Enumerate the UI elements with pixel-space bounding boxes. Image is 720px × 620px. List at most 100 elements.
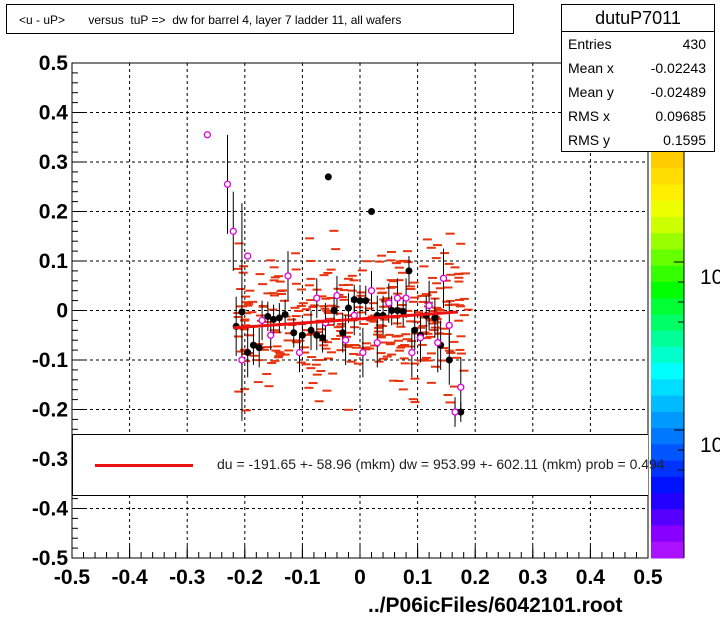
histogram-cell [322, 341, 332, 344]
histogram-cell [269, 329, 279, 332]
y-tick-label: 0.2 [39, 201, 68, 224]
histogram-cell [300, 351, 310, 354]
histogram-cell [427, 319, 437, 322]
histogram-cell [442, 333, 452, 336]
histogram-cell [420, 331, 430, 334]
histogram-cell [454, 280, 464, 283]
histogram-cell [400, 343, 410, 346]
histogram-cell [339, 298, 349, 301]
histogram-cell [336, 349, 346, 352]
y-tick-label: -0.2 [32, 399, 68, 422]
histogram-cell [269, 279, 279, 282]
profile-point [290, 329, 298, 337]
histogram-cell [320, 307, 330, 310]
histogram-cell [369, 302, 379, 305]
histogram-cell [263, 292, 273, 295]
histogram-cell [284, 332, 294, 335]
histogram-cell [233, 312, 243, 315]
histogram-cell [396, 346, 406, 349]
histogram-cell [347, 274, 357, 277]
histogram-cell [267, 362, 277, 365]
histogram-cell [233, 315, 243, 318]
histogram-cell [419, 265, 429, 268]
histogram-cell [308, 305, 318, 308]
histogram-cell [402, 338, 412, 341]
histogram-cell [403, 309, 413, 312]
profile-point-open [284, 272, 292, 280]
profile-point-open [434, 339, 442, 347]
profile-point [399, 307, 407, 315]
histogram-cell [423, 332, 433, 335]
histogram-cell [459, 369, 469, 372]
histogram-cell [394, 334, 404, 337]
profile-point-open [451, 408, 459, 416]
histogram-cell [385, 343, 395, 346]
x-tick-label: -0.3 [169, 566, 205, 589]
profile-point [298, 331, 306, 339]
histogram-cell [428, 322, 438, 325]
histogram-cell [240, 388, 250, 391]
histogram-cell [268, 292, 278, 295]
histogram-cell [370, 344, 380, 347]
fit-legend: du = -191.65 +- 58.96 (mkm) dw = 953.99 … [72, 434, 665, 496]
histogram-cell [378, 341, 388, 344]
profile-point [255, 344, 263, 352]
histogram-cell [306, 367, 316, 370]
x-tick-label: 0 [354, 566, 366, 589]
histogram-cell [245, 334, 255, 337]
histogram-cell [336, 334, 346, 337]
histogram-cell [439, 327, 449, 330]
histogram-cell [306, 259, 316, 262]
footer-filename: ../P06icFiles/6042101.root [368, 594, 623, 617]
histogram-cell [361, 342, 371, 345]
histogram-cell [253, 381, 263, 384]
stats-row: Mean x -0.02243 [562, 56, 714, 80]
histogram-cell [274, 351, 284, 354]
profile-point-open [385, 299, 393, 307]
profile-point-open [295, 348, 304, 357]
histogram-cell [405, 345, 415, 348]
histogram-cell [376, 287, 386, 290]
histogram-cell [240, 318, 250, 321]
histogram-cell [270, 359, 280, 362]
histogram-cell [316, 328, 326, 331]
histogram-cell [431, 257, 441, 260]
profile-point [307, 326, 315, 334]
x-tick-label: 0.4 [576, 566, 606, 589]
histogram-cell [241, 409, 251, 412]
stats-label: Mean y [568, 84, 614, 100]
histogram-cell [323, 310, 333, 313]
histogram-cell [330, 305, 340, 308]
histogram-cell [301, 308, 311, 311]
histogram-cell [306, 299, 316, 302]
palette-cell [651, 363, 684, 380]
histogram-cell [374, 326, 384, 329]
histogram-cell [349, 352, 359, 355]
palette-cell [651, 379, 684, 397]
y-tick-label: 0 [56, 300, 68, 323]
profile-point-open [244, 252, 252, 260]
histogram-cell [344, 331, 354, 334]
histogram-cell [343, 277, 353, 280]
histogram-cell [240, 319, 250, 322]
profile-point [339, 329, 347, 337]
histogram-cell [384, 333, 394, 336]
histogram-cell [302, 333, 312, 336]
histogram-cell [262, 320, 272, 323]
histogram-cell [417, 343, 427, 346]
histogram-cell [240, 348, 250, 351]
histogram-cell [366, 319, 376, 322]
x-tick-label: -0.4 [112, 566, 149, 589]
histogram-cell [399, 357, 409, 360]
histogram-cell [275, 352, 285, 355]
histogram-cell [243, 304, 253, 307]
histogram-cell [317, 295, 327, 298]
histogram-cell [382, 305, 392, 308]
histogram-cell [327, 304, 337, 307]
histogram-cell [321, 347, 331, 350]
histogram-cell [456, 352, 466, 355]
histogram-cell [403, 261, 413, 264]
stats-value: -0.02489 [650, 84, 706, 100]
profile-point [350, 296, 358, 304]
histogram-cell [396, 325, 406, 328]
